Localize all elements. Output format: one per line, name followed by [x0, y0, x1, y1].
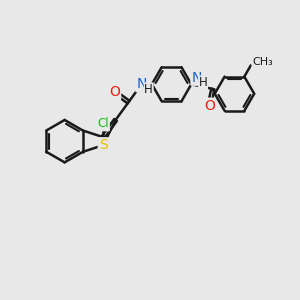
Text: O: O: [204, 99, 215, 113]
Text: N: N: [136, 77, 147, 91]
Text: Cl: Cl: [97, 117, 109, 130]
Text: H: H: [199, 76, 208, 89]
Text: S: S: [99, 138, 107, 152]
Text: CH₃: CH₃: [252, 58, 273, 68]
Text: O: O: [109, 85, 120, 99]
Text: H: H: [144, 83, 153, 96]
Text: N: N: [191, 71, 202, 85]
